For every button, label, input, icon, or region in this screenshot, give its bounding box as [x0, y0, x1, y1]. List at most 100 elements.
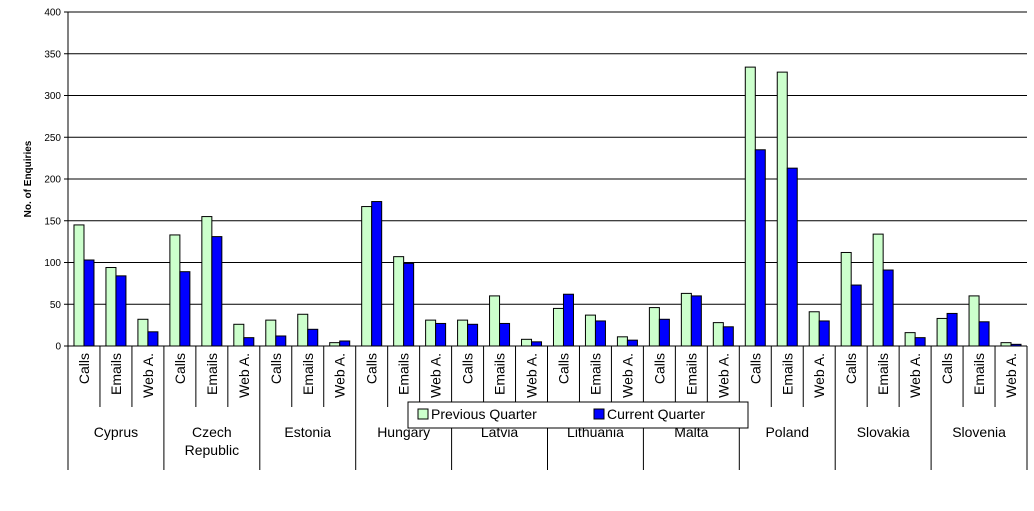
bar-previous-hungary-weba: [425, 319, 437, 347]
bar-previous-czech-republic-weba: [233, 323, 245, 347]
category-label: Web A.: [1003, 353, 1019, 398]
category-label: Emails: [587, 353, 603, 395]
category-label: Calls: [651, 353, 667, 384]
bar-previous-poland-calls: [744, 66, 756, 347]
legend-swatch-previous: [417, 408, 429, 420]
bar-previous-estonia-calls: [265, 319, 277, 347]
group-label: Cyprus: [94, 424, 138, 440]
y-tick-label: 200: [44, 175, 61, 186]
bar-current-cyprus-calls: [83, 259, 95, 347]
group-label: Czech Republic: [185, 424, 239, 458]
category-label: Web A.: [428, 353, 444, 398]
bar-current-czech-republic-calls: [179, 271, 191, 347]
bar-previous-slovakia-emails: [872, 233, 884, 347]
category-label: Calls: [364, 353, 380, 384]
bar-previous-estonia-emails: [297, 313, 309, 347]
group-label: Slovenia: [952, 424, 1006, 440]
bar-previous-malta-emails: [680, 292, 692, 347]
y-tick-label: 300: [44, 91, 61, 102]
y-tick-label: 0: [55, 342, 61, 353]
bar-previous-latvia-calls: [457, 319, 469, 347]
category-label: Web A.: [140, 353, 156, 398]
bar-current-czech-republic-weba: [243, 337, 255, 347]
y-axis-label: No. of Enquiries: [23, 140, 34, 217]
category-label: Emails: [492, 353, 508, 395]
y-tick-label: 400: [44, 8, 61, 19]
bar-current-slovenia-emails: [978, 321, 990, 347]
bar-current-cyprus-weba: [147, 331, 159, 347]
category-label: Calls: [268, 353, 284, 384]
group-label: Slovakia: [857, 424, 910, 440]
bar-current-estonia-calls: [275, 335, 287, 347]
bar-previous-lithuania-emails: [584, 314, 596, 347]
bar-current-slovakia-emails: [882, 269, 894, 347]
bar-previous-slovenia-calls: [936, 317, 948, 347]
bar-current-latvia-weba: [531, 341, 543, 347]
category-label: Calls: [939, 353, 955, 384]
y-tick-label: 350: [44, 49, 61, 60]
bars: [73, 66, 1022, 347]
category-label: Emails: [396, 353, 412, 395]
category-label: Emails: [875, 353, 891, 395]
bar-previous-czech-republic-emails: [201, 216, 213, 347]
bar-previous-slovenia-weba: [1000, 342, 1012, 347]
category-label: Calls: [843, 353, 859, 384]
bar-previous-lithuania-calls: [552, 307, 564, 347]
category-label: Calls: [172, 353, 188, 384]
bar-current-lithuania-calls: [562, 293, 574, 347]
category-label: Emails: [300, 353, 316, 395]
bar-previous-poland-emails: [776, 71, 788, 347]
y-tick-label: 250: [44, 133, 61, 144]
bar-previous-lithuania-weba: [616, 336, 628, 347]
category-label: Calls: [747, 353, 763, 384]
bar-previous-czech-republic-calls: [169, 234, 181, 347]
bar-previous-estonia-weba: [329, 342, 341, 347]
bar-previous-cyprus-weba: [137, 318, 149, 347]
bar-current-estonia-emails: [307, 328, 319, 347]
legend-box: [407, 401, 749, 429]
bar-previous-malta-calls: [648, 307, 660, 347]
bar-current-czech-republic-emails: [211, 236, 223, 347]
bar-previous-hungary-calls: [361, 206, 373, 347]
bar-previous-latvia-emails: [489, 295, 501, 347]
category-label: Emails: [971, 353, 987, 395]
bar-previous-slovenia-emails: [968, 295, 980, 347]
category-label: Web A.: [236, 353, 252, 398]
y-tick-label: 50: [50, 300, 62, 311]
bar-current-malta-calls: [658, 318, 670, 347]
bar-current-hungary-weba: [435, 322, 447, 347]
bar-current-lithuania-weba: [626, 339, 638, 347]
gridlines: [68, 11, 1027, 305]
bar-previous-slovakia-weba: [904, 332, 916, 347]
bar-previous-hungary-emails: [393, 256, 405, 347]
bar-current-poland-calls: [754, 149, 766, 347]
category-label: Web A.: [524, 353, 540, 398]
category-label: Web A.: [907, 353, 923, 398]
category-label: Emails: [204, 353, 220, 395]
bar-previous-slovakia-calls: [840, 251, 852, 347]
y-tick-label: 150: [44, 216, 61, 227]
category-label: Emails: [683, 353, 699, 395]
bar-current-malta-emails: [690, 295, 702, 347]
y-tick-label: 100: [44, 258, 61, 269]
bar-current-slovakia-calls: [850, 284, 862, 347]
category-label: Web A.: [715, 353, 731, 398]
bar-current-poland-weba: [818, 320, 830, 347]
bar-previous-cyprus-emails: [105, 267, 117, 347]
category-label: Calls: [76, 353, 92, 384]
group-label: Poland: [765, 424, 809, 440]
bar-current-latvia-emails: [499, 322, 511, 347]
category-label: Emails: [108, 353, 124, 395]
bar-current-hungary-calls: [371, 201, 383, 347]
category-label: Calls: [460, 353, 476, 384]
bar-current-malta-weba: [722, 326, 734, 347]
legend-swatch-current: [593, 408, 605, 420]
category-label: Calls: [555, 353, 571, 384]
legend-label-current: Current Quarter: [607, 406, 705, 422]
bar-current-poland-emails: [786, 167, 798, 347]
bar-current-hungary-emails: [403, 262, 415, 347]
bar-current-slovenia-calls: [946, 312, 958, 347]
bar-current-cyprus-emails: [115, 275, 127, 347]
category-label: Web A.: [619, 353, 635, 398]
